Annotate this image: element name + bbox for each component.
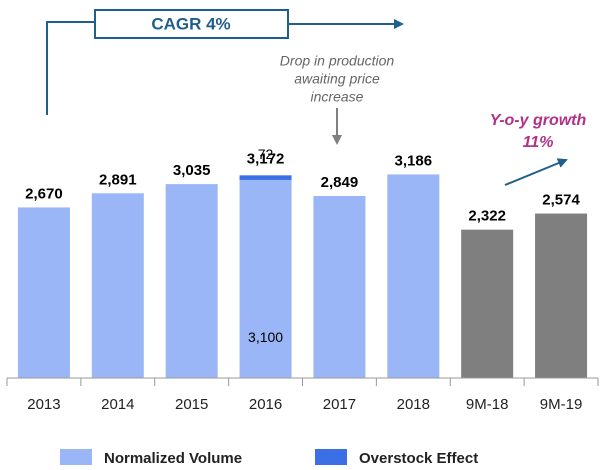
- value-label: 2,849: [321, 174, 359, 191]
- drop-note: increase: [311, 89, 364, 105]
- x-tick-label: 2018: [397, 396, 430, 413]
- x-tick-label: 9M-18: [466, 396, 509, 413]
- bar: [165, 184, 218, 378]
- legend-label: Overstock Effect: [359, 450, 478, 467]
- cagr-box: [94, 9, 289, 39]
- bar: [387, 174, 440, 378]
- x-tick-label: 9M-19: [540, 396, 583, 413]
- value-label: 2,670: [25, 185, 63, 202]
- legend-label: Normalized Volume: [104, 450, 242, 467]
- value-label: 72: [258, 146, 274, 162]
- bar: [239, 179, 292, 378]
- bar: [91, 193, 144, 378]
- cagr-bracket: [46, 21, 95, 115]
- value-label: 2,322: [468, 208, 506, 225]
- x-tick-label: 2013: [27, 396, 60, 413]
- bar: [239, 175, 292, 180]
- growth-note: Y-o-y growth: [490, 112, 587, 129]
- bar: [17, 207, 70, 378]
- drop-note: awaiting price: [294, 71, 380, 87]
- growth-arrow: [504, 158, 568, 186]
- bar: [313, 195, 366, 378]
- value-label: 3,035: [173, 162, 211, 179]
- value-label: 2,891: [99, 171, 137, 188]
- drop-note: Drop in production: [280, 53, 395, 69]
- value-label: 3,186: [395, 152, 433, 169]
- x-tick-label: 2017: [323, 396, 356, 413]
- legend-swatch: [315, 449, 347, 465]
- bar: [461, 229, 514, 378]
- x-tick-label: 2015: [175, 396, 208, 413]
- value-label: 3,100: [248, 329, 283, 345]
- x-tick-label: 2014: [101, 396, 134, 413]
- value-label: 2,574: [542, 192, 580, 209]
- legend-swatch: [60, 449, 92, 465]
- x-tick-label: 2016: [249, 396, 282, 413]
- cagr-text: CAGR 4%: [151, 14, 230, 33]
- total-label: 3,172: [247, 150, 285, 167]
- bar: [535, 213, 588, 378]
- growth-note: 11%: [523, 134, 554, 151]
